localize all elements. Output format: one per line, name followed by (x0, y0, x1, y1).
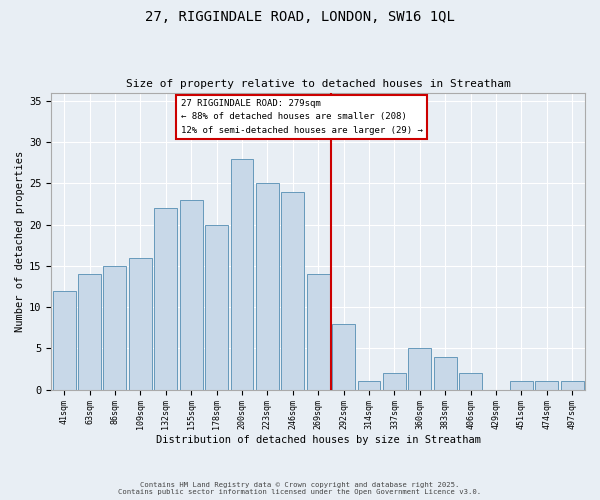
Bar (180, 200, 203, 390)
Bar (358, 382, 380, 390)
Text: Contains HM Land Registry data © Crown copyright and database right 2025.
Contai: Contains HM Land Registry data © Crown c… (118, 482, 482, 495)
Bar (103, 266, 127, 390)
Bar (281, 192, 304, 390)
Title: Size of property relative to detached houses in Streatham: Size of property relative to detached ho… (126, 79, 511, 89)
Bar (129, 258, 152, 390)
Bar (205, 224, 228, 390)
Text: 27 RIGGINDALE ROAD: 279sqm
← 88% of detached houses are smaller (208)
12% of sem: 27 RIGGINDALE ROAD: 279sqm ← 88% of deta… (181, 99, 423, 134)
Bar (53, 290, 76, 390)
Bar (332, 324, 355, 390)
Bar (230, 158, 253, 390)
Bar (154, 208, 177, 390)
Bar (409, 348, 431, 390)
Bar (383, 373, 406, 390)
Y-axis label: Number of detached properties: Number of detached properties (15, 150, 25, 332)
Text: 27, RIGGINDALE ROAD, LONDON, SW16 1QL: 27, RIGGINDALE ROAD, LONDON, SW16 1QL (145, 10, 455, 24)
Bar (510, 382, 533, 390)
Bar (78, 274, 101, 390)
Bar (307, 274, 329, 390)
Bar (256, 184, 279, 390)
X-axis label: Distribution of detached houses by size in Streatham: Distribution of detached houses by size … (155, 435, 481, 445)
Bar (561, 382, 584, 390)
Bar (459, 373, 482, 390)
Bar (535, 382, 559, 390)
Bar (434, 356, 457, 390)
